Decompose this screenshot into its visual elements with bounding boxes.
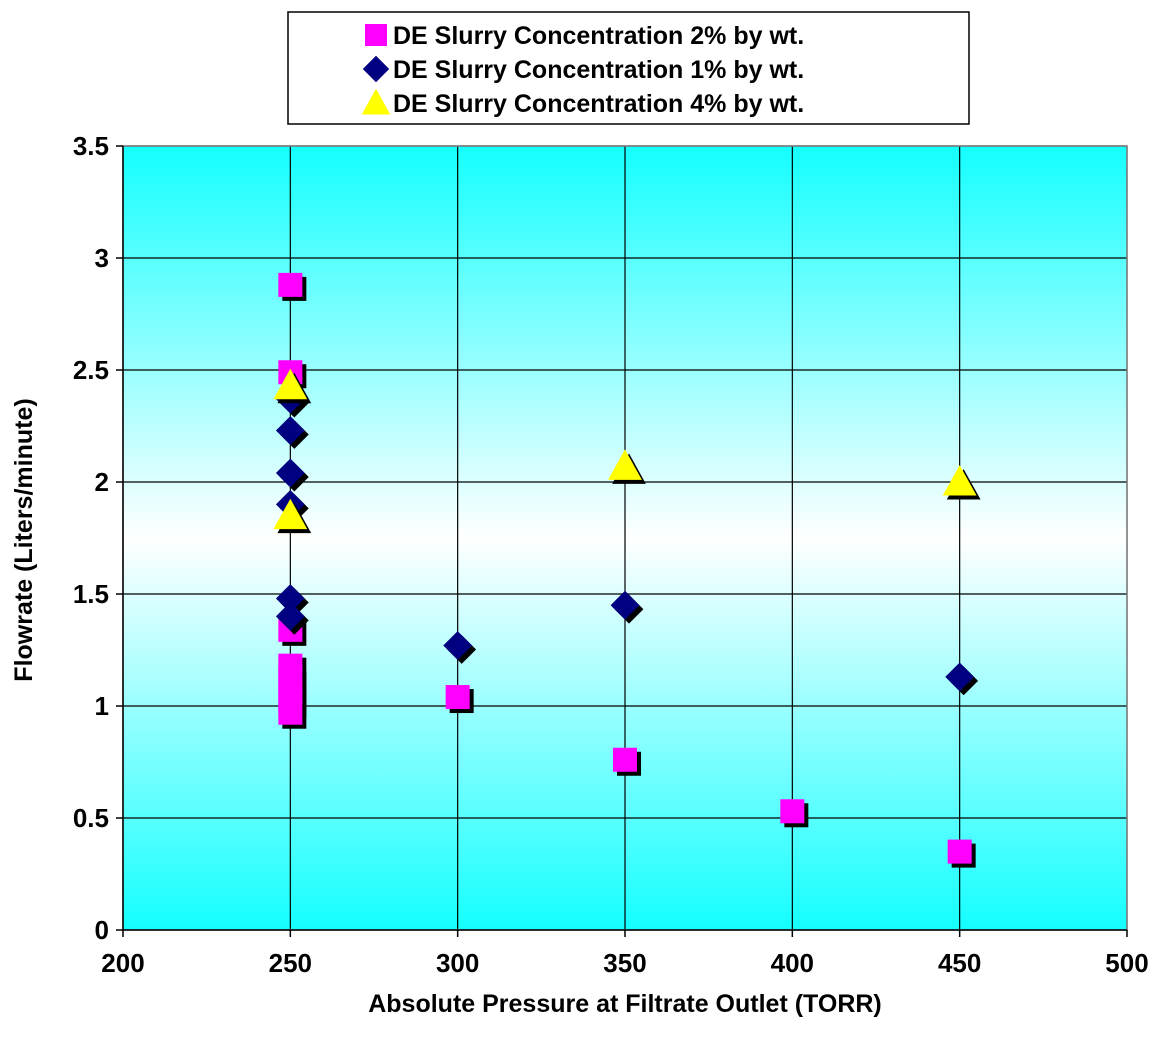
data-point — [445, 685, 470, 710]
x-axis-title: Absolute Pressure at Filtrate Outlet (TO… — [368, 990, 882, 1018]
legend-item: DE Slurry Concentration 4% by wt. — [361, 88, 804, 118]
tick-labels: 200 250 300 350 400 450 500 0 0.5 1 1.5 2 2.5 3 3.5 — [73, 131, 1149, 978]
data-point — [273, 498, 308, 530]
y-tick-label: 3.5 — [73, 131, 109, 161]
legend-item: DE Slurry Concentration 1% by wt. — [362, 55, 804, 84]
axes — [116, 145, 1128, 937]
data-point — [278, 700, 303, 725]
data-point — [278, 272, 303, 297]
data-point — [275, 458, 305, 488]
legend-label: DE Slurry Concentration 1% by wt. — [393, 56, 804, 84]
legend-marker — [365, 24, 387, 46]
y-tick-label: 0.5 — [73, 803, 109, 833]
data-point — [610, 590, 640, 620]
series-1 — [278, 272, 976, 868]
y-tick-label: 1 — [95, 691, 109, 721]
data-point — [608, 449, 642, 480]
data-point — [947, 839, 972, 864]
x-tick-label: 250 — [269, 948, 312, 978]
x-tick-label: 350 — [603, 948, 646, 978]
x-tick-label: 300 — [436, 948, 479, 978]
x-tick-label: 400 — [771, 948, 814, 978]
y-axis-title: Flowrate (Liters/minute) — [10, 398, 38, 681]
legend-box — [287, 11, 970, 125]
data-point — [613, 747, 637, 772]
data-point — [275, 584, 305, 613]
x-tick-label: 500 — [1105, 948, 1148, 978]
y-tick-label: 2.5 — [73, 355, 109, 385]
data-point — [275, 416, 305, 445]
x-tick-label: 200 — [101, 948, 144, 978]
data-point — [443, 631, 473, 660]
y-tick-label: 1.5 — [73, 579, 109, 609]
legend-item: DE Slurry Concentration 2% by wt. — [365, 22, 804, 50]
data-point — [942, 465, 977, 496]
series-3 — [273, 368, 981, 534]
data-marks — [273, 272, 981, 868]
y-tick-label: 0 — [95, 915, 109, 945]
x-tick-label: 450 — [938, 948, 981, 978]
legend: DE Slurry Concentration 2% by wt. DE Slur… — [287, 11, 970, 125]
data-point — [273, 368, 308, 400]
plot-area — [116, 145, 1128, 937]
legend-marker — [362, 55, 390, 83]
legend-marker — [361, 88, 391, 115]
legend-label: DE Slurry Concentration 2% by wt. — [393, 22, 804, 50]
data-point — [780, 799, 805, 824]
legend-label: DE Slurry Concentration 4% by wt. — [393, 90, 804, 118]
data-point — [275, 602, 305, 631]
data-point — [945, 662, 975, 692]
y-tick-label: 2 — [95, 467, 109, 497]
y-tick-label: 3 — [95, 243, 109, 273]
